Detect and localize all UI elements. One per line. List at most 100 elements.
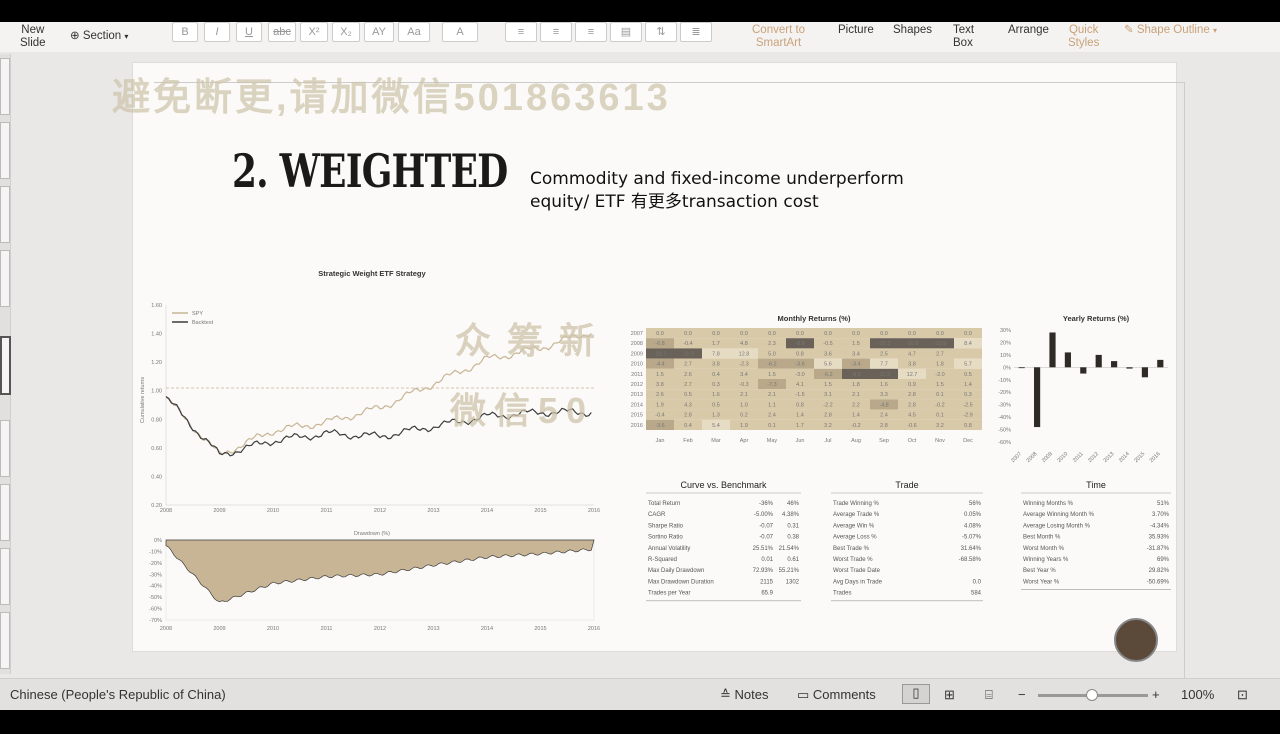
heatmap-cell-value: 0.1 [768, 423, 776, 429]
heatmap-cell [646, 399, 674, 410]
fit-slide-icon[interactable]: ⊡ [1237, 687, 1248, 702]
shape-outline-button[interactable]: ✎ Shape Outline ▾ [1124, 24, 1217, 37]
shapes-button[interactable]: Shapes [893, 24, 933, 36]
bullets-icon[interactable]: ≡ [505, 22, 537, 42]
slide-thumbnail[interactable] [0, 58, 10, 115]
columns-icon[interactable]: ▤ [610, 22, 642, 42]
zoom-level[interactable]: 100% [1181, 687, 1215, 702]
heatmap-cell [786, 419, 814, 430]
strategy-report-image[interactable]: Strategic Weight ETF Strategy Cumulative… [136, 250, 1186, 640]
table-cell: 0.61 [787, 557, 799, 563]
presentation-view-icon[interactable]: ⌸ [985, 687, 993, 702]
comments-label: Comments [812, 687, 876, 702]
heatmap-cell-value: 2.5 [880, 351, 888, 357]
heatmap-cell [842, 389, 870, 400]
heatmap-cell [702, 328, 730, 339]
table-cell: Best Trade % [833, 546, 870, 552]
normal-view-icon[interactable]: ▯ [902, 684, 930, 704]
new-slide-button[interactable]: New Slide [20, 24, 46, 49]
dd-y-tick-label: -30% [149, 572, 162, 578]
quick-styles-button[interactable]: Quick Styles [1068, 24, 1100, 49]
arrange-button[interactable]: Arrange [1008, 24, 1049, 36]
slide-subtitle[interactable]: Commodity and fixed-income underperform … [530, 168, 904, 214]
bold-button[interactable]: B [172, 22, 198, 42]
slide-thumbnail[interactable] [0, 122, 10, 179]
slide-thumbnail[interactable] [0, 250, 10, 307]
heatmap-cell [758, 399, 786, 410]
heatmap-cell-value: 8.4 [964, 341, 972, 347]
heatmap-cell [702, 399, 730, 410]
font-color-button[interactable]: A [442, 22, 478, 42]
heatmap-cell-value: 3.8 [908, 362, 916, 368]
yearly-y-tick-label: 30% [1000, 328, 1011, 334]
zoom-slider-thumb[interactable] [1086, 689, 1098, 701]
align-icon[interactable]: ≡ [575, 22, 607, 42]
yearly-x-tick-label: 2011 [1072, 451, 1085, 464]
x-tick-label: 2010 [267, 508, 279, 514]
subscript-button[interactable]: X₂ [332, 22, 360, 42]
change-case-button[interactable]: Aa [398, 22, 430, 42]
italic-button[interactable]: I [204, 22, 230, 42]
slide-thumbnail[interactable] [0, 484, 10, 541]
heatmap-cell [758, 368, 786, 379]
underline-button[interactable]: U [236, 22, 262, 42]
slide-thumbnail-selected[interactable] [0, 336, 11, 395]
heatmap-cell [674, 358, 702, 369]
slide-thumbnail[interactable] [0, 612, 10, 669]
notes-button[interactable]: ≙ Notes [720, 687, 769, 703]
table-cell: 0.38 [787, 535, 799, 541]
convert-smartart-button[interactable]: Convert to SmartArt [752, 24, 806, 49]
heatmap-cell [954, 379, 982, 390]
heatmap-cell-value: -6.2 [823, 372, 832, 378]
heatmap-cell-value: 4.8 [740, 341, 748, 347]
character-spacing-button[interactable]: AY [364, 22, 394, 42]
comments-button[interactable]: ▭ Comments [797, 687, 876, 703]
table-cell: 2115 [760, 579, 774, 585]
dd-y-tick-label: -40% [149, 584, 162, 590]
yearly-bar [1141, 367, 1148, 378]
heatmap-cell [814, 399, 842, 410]
zoom-out-button[interactable]: − [1018, 687, 1026, 702]
slide-title[interactable]: 2. WEIGHTED [232, 144, 508, 198]
heatmap-cell-value: 4.3 [684, 402, 692, 408]
heatmap-cell-value: 0.0 [796, 331, 804, 337]
zoom-in-button[interactable]: + [1152, 687, 1160, 702]
slide-sorter-icon[interactable]: ⊞ [944, 687, 955, 702]
heatmap-cell-value: -3.0 [795, 372, 804, 378]
heatmap-cell-value: 2.8 [908, 402, 916, 408]
yearly-y-tick-label: 0% [1003, 365, 1011, 371]
superscript-button[interactable]: X² [300, 22, 328, 42]
picture-button[interactable]: Picture [838, 24, 874, 36]
heatmap-cell-value: 1.3 [712, 413, 720, 419]
slide-thumbnail[interactable] [0, 186, 10, 243]
heatmap-cell [646, 379, 674, 390]
heatmap-cell-value: 0.5 [964, 372, 972, 378]
y-tick-label: 1.40 [151, 332, 162, 338]
section-button[interactable]: ⊕ Section ▾ [70, 30, 128, 43]
subtitle-line-2: equity/ ETF 有更多transaction cost [530, 192, 819, 212]
slide-thumbnail[interactable] [0, 548, 10, 605]
strikethrough-button[interactable]: abc [268, 22, 296, 42]
heatmap-cell-value: -6.2 [767, 362, 776, 368]
heatmap-cell-value: -13.9 [934, 341, 947, 347]
heatmap-cell [926, 399, 954, 410]
yearly-y-tick-label: -50% [998, 428, 1011, 434]
heatmap-cell-value: 3.8 [712, 362, 720, 368]
heatmap-cell-value: -11.3 [878, 372, 890, 378]
table-cell: Average Win % [833, 523, 875, 529]
slide-thumbnails-pane [0, 54, 11, 674]
dd-y-tick-label: -20% [149, 561, 162, 567]
heatmap-cell-value: -3.4 [851, 362, 860, 368]
numbering-icon[interactable]: ≡ [540, 22, 572, 42]
align-text-icon[interactable]: ≣ [680, 22, 712, 42]
text-box-button[interactable]: Text Box [953, 24, 975, 49]
slide-thumbnail[interactable] [0, 420, 10, 477]
language-indicator[interactable]: Chinese (People's Republic of China) [10, 687, 226, 702]
heatmap-cell-value: 2.1 [768, 392, 776, 398]
heatmap-cell-value: 7.8 [712, 351, 720, 357]
powerpoint-window: New Slide ⊕ Section ▾ B I U abc X² X₂ AY… [0, 22, 1280, 710]
chevron-down-icon: ▾ [1212, 26, 1217, 35]
text-direction-icon[interactable]: ⇅ [645, 22, 677, 42]
heatmap-cell-value: -10.7 [654, 351, 667, 357]
heatmap-cell-value: -2.3 [739, 362, 748, 368]
